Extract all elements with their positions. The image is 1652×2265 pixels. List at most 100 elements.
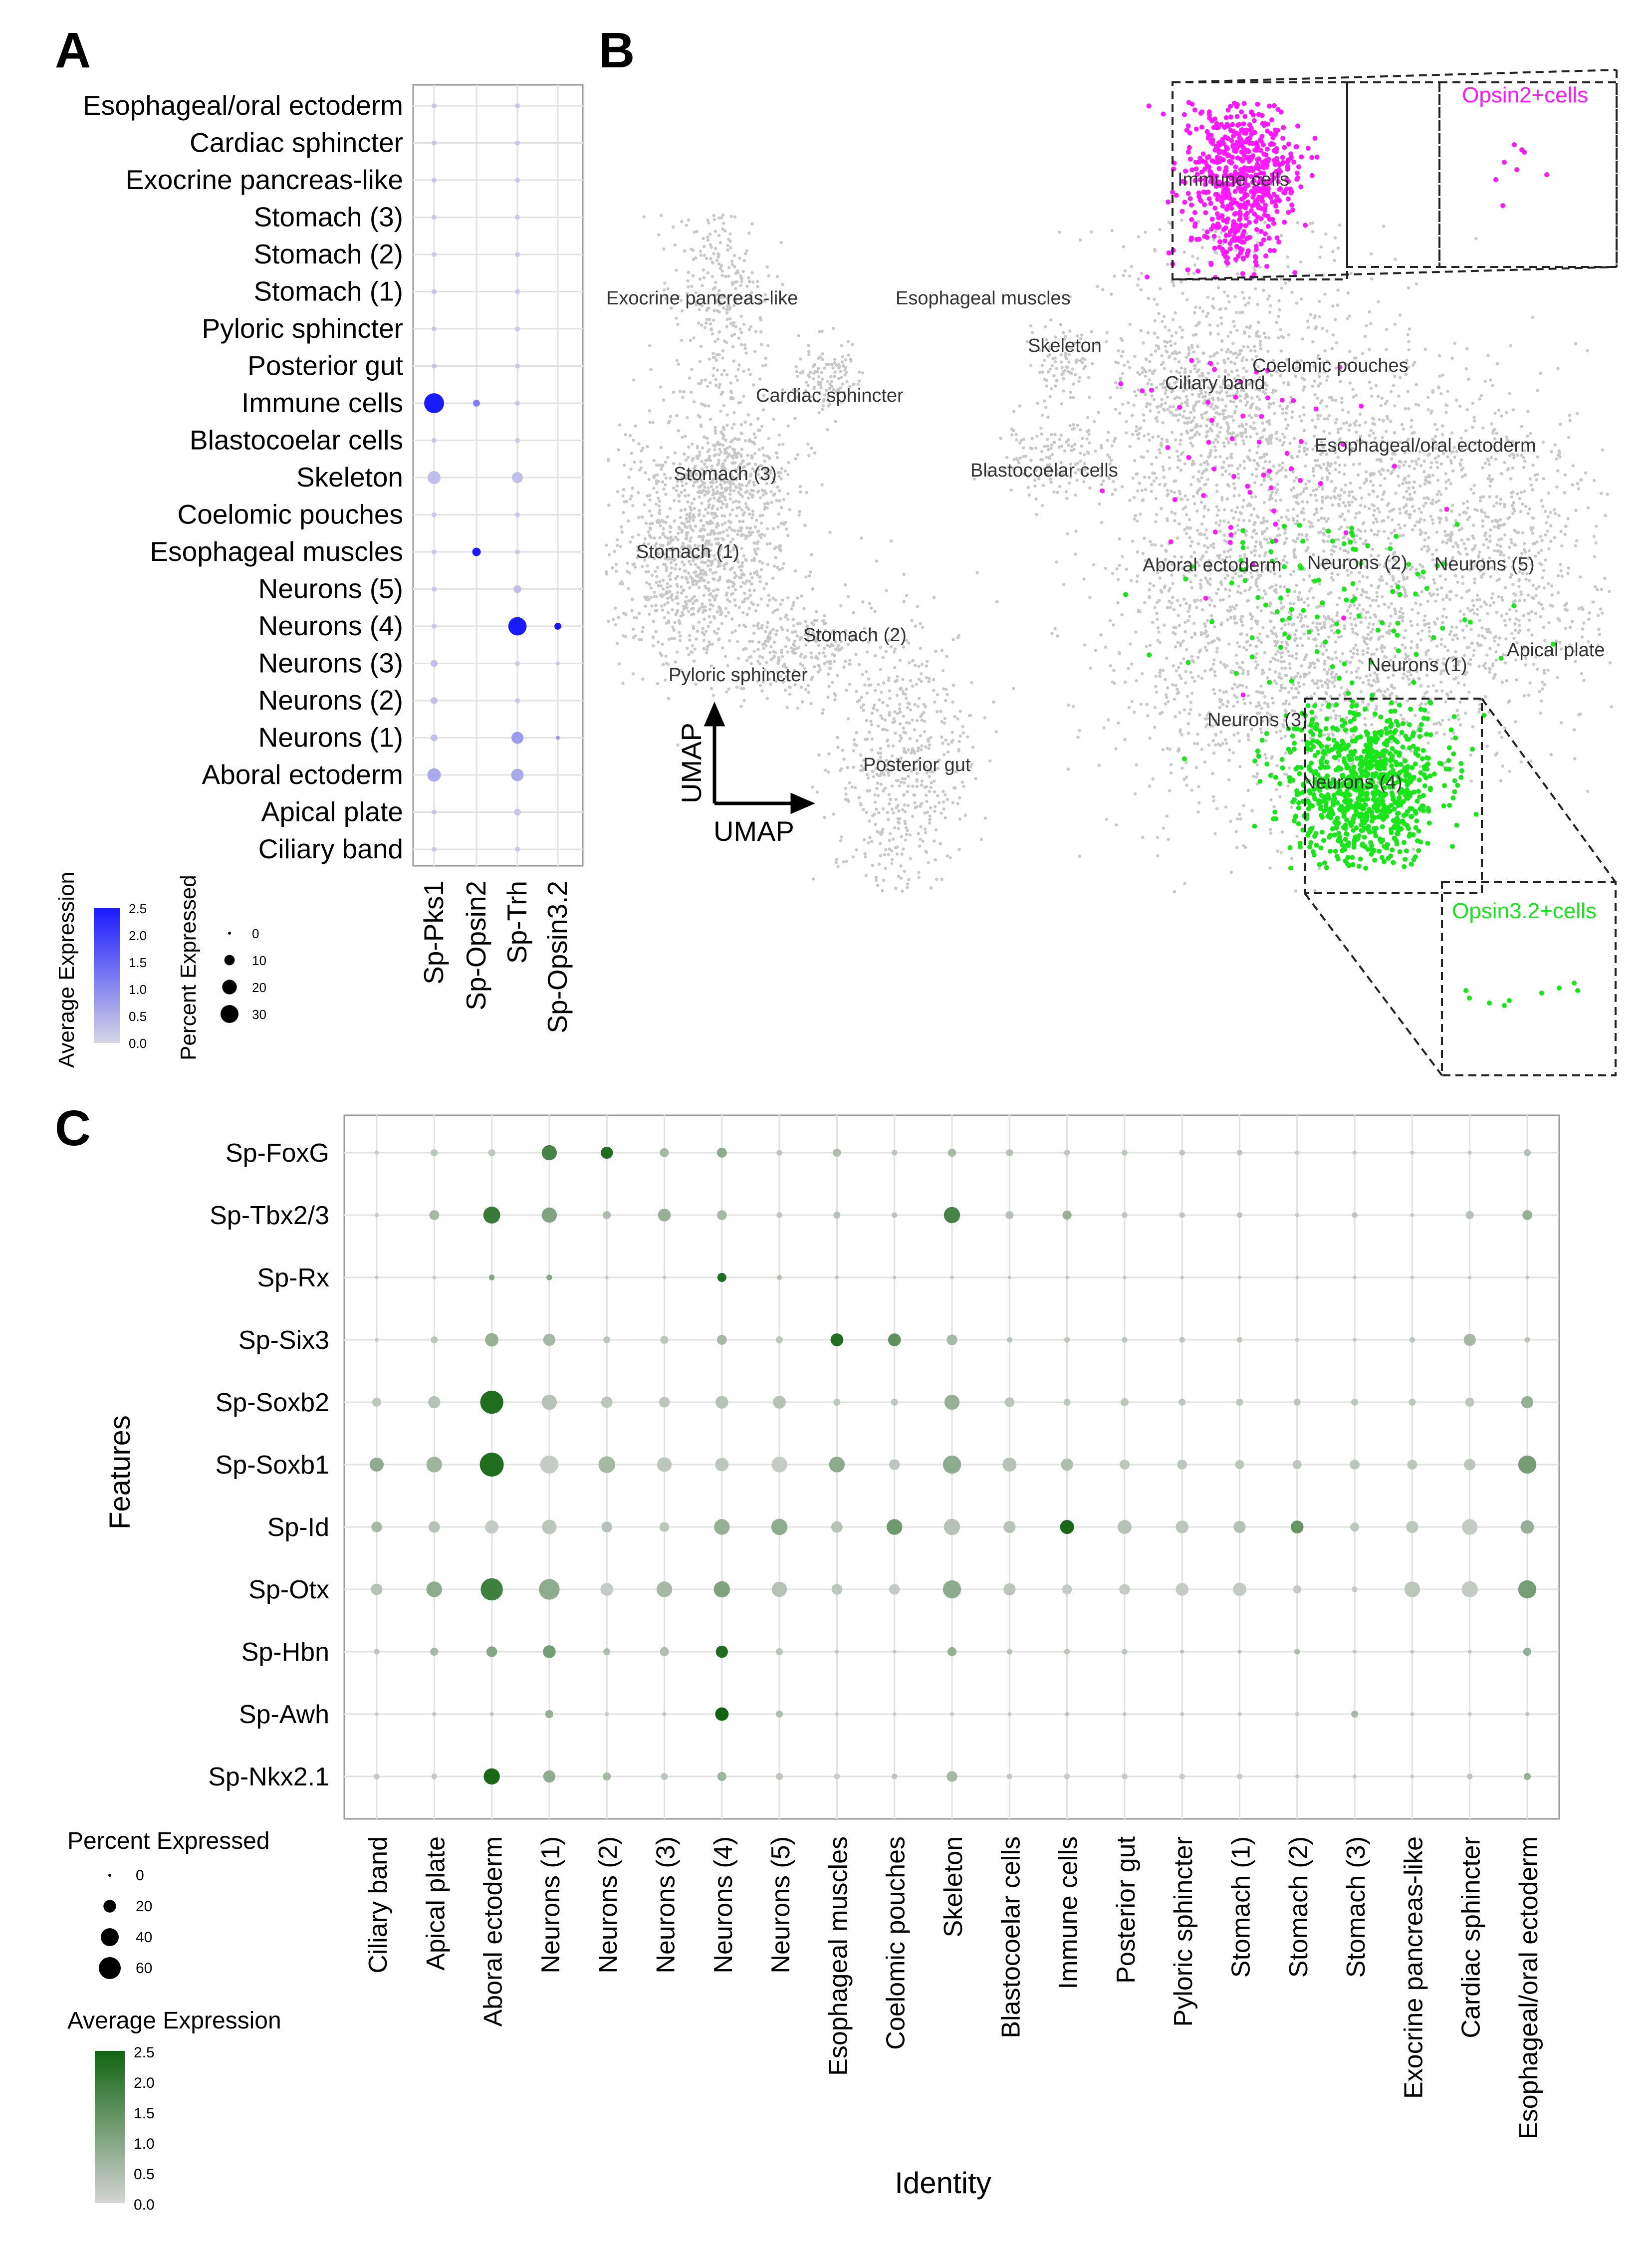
umap-cell	[823, 816, 826, 819]
umap-cell	[712, 252, 715, 255]
umap-cell	[699, 576, 702, 579]
umap-cell	[919, 734, 922, 737]
umap-cell	[1081, 361, 1084, 364]
umap-cell	[890, 539, 893, 542]
umap-cell	[692, 457, 695, 460]
umap-cell	[933, 779, 936, 782]
umap-cell	[769, 490, 772, 493]
umap-cell	[1221, 703, 1224, 706]
umap-cell	[1231, 576, 1234, 579]
umap-cell	[796, 622, 799, 625]
umap-cell	[674, 621, 677, 624]
umap-cell	[661, 480, 664, 483]
panel-a-dotplot: Esophageal/oral ectodermCardiac sphincte…	[54, 85, 583, 1068]
umap-cell	[705, 321, 708, 324]
umap-cell	[1230, 464, 1233, 467]
umap-cell	[1240, 512, 1243, 515]
umap-cell	[900, 835, 903, 838]
umap-cell	[1136, 574, 1139, 577]
umap-cell	[1155, 497, 1158, 500]
umap-cell	[875, 559, 878, 562]
panel-a-x-tick: Sp-Opsin2	[461, 881, 491, 1010]
umap-cell	[1301, 500, 1304, 503]
umap-cell	[1180, 469, 1182, 472]
umap-cell	[1153, 472, 1156, 475]
umap-cell	[1258, 265, 1261, 268]
umap-cell	[1173, 519, 1176, 522]
umap-cell	[775, 452, 778, 455]
umap-cell	[889, 798, 892, 801]
umap-cell	[842, 364, 845, 367]
umap-cell	[1373, 509, 1376, 512]
umap-cell	[1012, 687, 1015, 690]
umap-cell	[905, 721, 908, 724]
umap-cell	[766, 502, 769, 505]
umap-cell	[1235, 830, 1238, 833]
umap-cell	[1178, 522, 1180, 525]
umap-cell	[757, 627, 760, 630]
umap-cell	[831, 681, 834, 684]
umap-cell	[910, 751, 913, 754]
umap-cell	[1225, 457, 1228, 460]
umap-cell	[1196, 257, 1199, 260]
umap-cell	[1314, 393, 1317, 396]
umap-cell	[1074, 530, 1077, 533]
umap-cell	[1074, 373, 1077, 376]
umap-cell	[1133, 496, 1136, 499]
umap-cell	[1058, 438, 1061, 441]
umap-cell	[898, 707, 901, 710]
umap-cell	[1052, 374, 1055, 377]
umap-cell	[1073, 427, 1076, 430]
umap-cell	[1236, 506, 1239, 509]
umap-cell	[983, 716, 986, 719]
umap-cell	[1135, 763, 1138, 766]
umap-cell	[1418, 485, 1421, 488]
umap-cell	[657, 584, 660, 587]
umap-cell	[721, 228, 724, 231]
umap-cell	[1230, 456, 1233, 459]
umap-cell	[749, 572, 752, 575]
umap-cell	[687, 279, 690, 282]
umap-cell	[1237, 494, 1240, 497]
umap-cell	[1129, 445, 1132, 448]
umap-cell	[919, 838, 922, 841]
umap-cell	[713, 340, 716, 343]
umap-cell	[1226, 549, 1229, 552]
umap-cell	[750, 271, 753, 274]
umap-cell	[744, 351, 747, 354]
umap-cell	[1509, 477, 1512, 480]
umap-cell	[1381, 498, 1384, 501]
umap-cell	[1435, 530, 1438, 533]
umap-cell	[1125, 420, 1128, 423]
umap-cell	[1192, 622, 1195, 625]
umap-cell	[1143, 434, 1146, 437]
umap-cell	[899, 722, 902, 725]
umap-cell	[751, 494, 754, 497]
umap-cell	[1234, 443, 1237, 446]
panel-a-dot	[431, 697, 438, 704]
umap-cell	[822, 651, 825, 654]
umap-cell	[1407, 340, 1410, 343]
umap-cell	[1358, 580, 1361, 583]
umap-cell	[1098, 503, 1101, 505]
umap-cell	[1220, 232, 1223, 235]
umap-cell	[788, 686, 791, 689]
umap-cell	[1331, 503, 1334, 506]
umap-cell	[1362, 653, 1365, 656]
umap-cell	[733, 254, 736, 257]
umap-cell	[1053, 441, 1056, 444]
umap-cell	[660, 468, 663, 471]
umap-cell	[1257, 701, 1260, 704]
umap-cell	[1150, 353, 1153, 356]
umap-cell	[1462, 542, 1465, 545]
umap-cell	[868, 820, 871, 823]
umap-cell	[717, 234, 720, 237]
umap-cell	[1074, 552, 1077, 555]
umap-cell	[720, 610, 723, 613]
umap-cell	[1189, 701, 1192, 704]
umap-cell	[848, 659, 851, 662]
umap-cell	[1223, 577, 1226, 580]
umap-cell	[1223, 290, 1226, 293]
umap-cell	[728, 513, 731, 516]
umap-cell	[1136, 490, 1139, 493]
